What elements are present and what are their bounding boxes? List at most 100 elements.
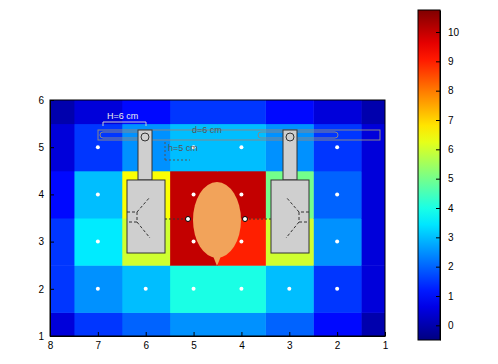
x-tick-mark (289, 332, 290, 336)
heat-cell (265, 100, 313, 124)
colorbar-tick-label: 9 (448, 56, 454, 67)
x-tick: 4 (239, 332, 245, 351)
measurement-point (335, 145, 339, 149)
x-tick-mark (194, 332, 195, 336)
annotation: d=6 cm (192, 125, 222, 135)
colorbar-tick-mark (436, 61, 440, 62)
holder-arm (138, 130, 152, 180)
dimension (103, 122, 146, 126)
y-axis: 123456 (38, 95, 54, 342)
measurement-point (335, 287, 339, 291)
chart: H=6 cmd=6 cmh=5 cm8765432112345601234567… (0, 0, 498, 364)
x-tick: 2 (335, 332, 341, 351)
measurement-point (96, 145, 100, 149)
heat-cell (50, 124, 74, 172)
heat-cell (218, 265, 266, 313)
colorbar-tick-mark (436, 325, 440, 326)
x-tick: 5 (191, 332, 197, 351)
y-tick-mark (50, 289, 54, 290)
transducer (127, 197, 150, 238)
heat-cell (50, 100, 74, 124)
heat-cell (122, 265, 170, 313)
colorbar-tick-label: 4 (448, 203, 454, 214)
sample-tip (213, 256, 221, 266)
heat-cell (361, 171, 385, 219)
colorbar-tick: 6 (436, 144, 454, 155)
colorbar-tick: 5 (436, 173, 454, 184)
y-tick-mark (50, 147, 54, 148)
colorbar-tick-mark (436, 267, 440, 268)
y-tick-mark (50, 194, 54, 195)
y-tick-label: 3 (38, 236, 44, 247)
measurement-point (96, 240, 100, 244)
x-axis: 87654321 (48, 332, 389, 351)
colorbar-tick-label: 5 (448, 173, 454, 184)
colorbar-tick-label: 2 (448, 261, 454, 272)
colorbar-axis: 012345678910 (436, 11, 460, 341)
x-tick-label: 4 (239, 340, 245, 351)
slot (258, 132, 338, 138)
holder-pin (286, 133, 294, 141)
heat-cell (265, 265, 313, 313)
heat-cell (313, 265, 361, 313)
heat-cell (313, 100, 361, 124)
x-tick-label: 8 (48, 340, 54, 351)
heat-cell (313, 124, 361, 172)
x-tick-label: 1 (383, 340, 389, 351)
y-tick-mark (50, 242, 54, 243)
probe-point (186, 217, 191, 222)
heat-cell (50, 218, 74, 266)
sample (193, 182, 241, 258)
colorbar-tick: 7 (436, 115, 454, 126)
measurement-point (239, 287, 243, 291)
holder (127, 180, 165, 253)
measurement-point (239, 145, 243, 149)
heat-cell (50, 265, 74, 313)
y-axis-line (50, 101, 51, 337)
colorbar-tick-label: 8 (448, 85, 454, 96)
colorbar-tick: 2 (436, 261, 454, 272)
heat-cell (361, 100, 385, 124)
holder (271, 180, 309, 253)
x-tick-mark (337, 332, 338, 336)
holder-pin (141, 133, 149, 141)
heat-cell (361, 218, 385, 266)
beam (165, 219, 188, 220)
colorbar-tick-mark (436, 296, 440, 297)
x-tick-label: 7 (96, 340, 102, 351)
x-tick: 1 (383, 332, 389, 351)
colorbar-tick-label: 6 (448, 144, 454, 155)
measurement-point (96, 192, 100, 196)
plot-frame (50, 100, 385, 336)
heat-cell (218, 124, 266, 172)
heat-cell (122, 312, 170, 336)
probe-point (243, 217, 248, 222)
holder-arm (283, 130, 297, 180)
heat-cell (361, 124, 385, 172)
y-tick-mark (50, 100, 54, 101)
x-tick-label: 3 (287, 340, 293, 351)
colorbar-tick-mark (436, 179, 440, 180)
colorbar-tick-mark (436, 91, 440, 92)
y-tick: 2 (38, 284, 54, 295)
heat-cell (218, 312, 266, 336)
x-tick-label: 5 (191, 340, 197, 351)
colorbar-tick-mark (436, 208, 440, 209)
setup-diagram (98, 122, 380, 266)
y-tick-label: 4 (38, 189, 44, 200)
heat-cell (313, 312, 361, 336)
x-axis-line (51, 336, 386, 337)
y-tick: 6 (38, 95, 54, 106)
colorbar-tick: 9 (436, 56, 454, 67)
y-tick-label: 6 (38, 95, 44, 106)
colorbar-tick-label: 10 (448, 27, 460, 38)
x-tick-mark (146, 332, 147, 336)
heat-cell (361, 312, 385, 336)
colorbar-tick-label: 1 (448, 291, 454, 302)
colorbar-tick: 3 (436, 232, 454, 243)
colorbar-axis-line (440, 11, 441, 341)
colorbar-tick-mark (436, 149, 440, 150)
colorbar-tick: 10 (436, 27, 460, 38)
heat-cell (50, 312, 74, 336)
y-tick-label: 1 (38, 331, 44, 342)
